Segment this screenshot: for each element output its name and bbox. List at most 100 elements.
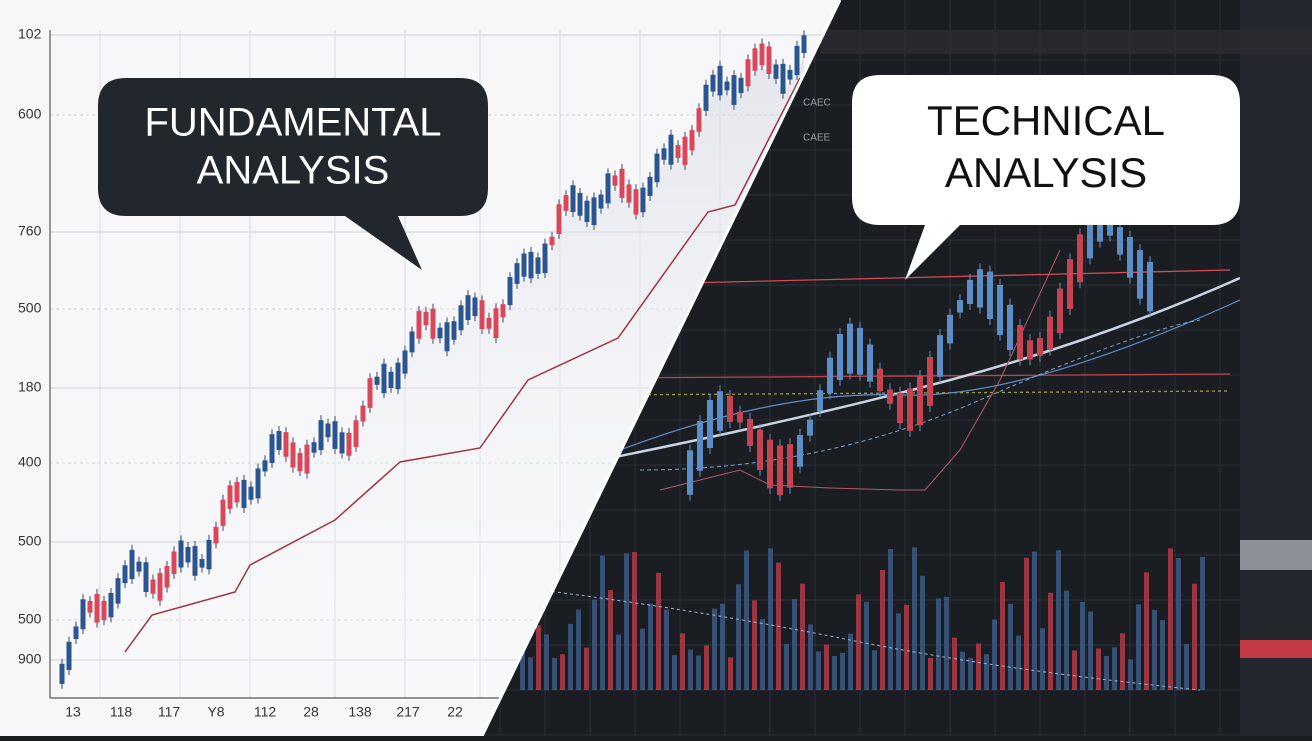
candle <box>1087 219 1093 259</box>
volume-bar <box>1024 557 1029 690</box>
candle <box>957 300 963 313</box>
candle <box>997 284 1003 335</box>
candle <box>766 46 772 74</box>
tag: CAEE <box>803 133 831 144</box>
candle <box>472 297 478 317</box>
volume-bar <box>1136 604 1141 690</box>
left-bubble: FUNDAMENTAL ANALYSIS <box>98 78 488 270</box>
volume-bar <box>1048 592 1053 690</box>
y-label: 400 <box>18 454 42 470</box>
candle <box>290 442 296 468</box>
candle <box>192 546 198 576</box>
candle <box>262 460 268 472</box>
candle <box>143 562 149 593</box>
candle <box>563 195 569 211</box>
candle <box>707 400 713 449</box>
candle <box>297 452 303 472</box>
level-line <box>599 373 1231 379</box>
ma-line <box>639 319 1201 471</box>
volume-bar <box>696 655 701 690</box>
candle <box>164 565 170 588</box>
volume-bar <box>848 633 853 690</box>
bubble-text: ANALYSIS <box>945 149 1147 196</box>
volume-bar <box>560 654 565 690</box>
side-panel <box>1240 0 1312 736</box>
level-line <box>599 269 1231 286</box>
candle <box>255 468 261 499</box>
candle <box>927 357 933 406</box>
volume-bar <box>920 575 925 690</box>
candle <box>737 411 743 423</box>
volume-bar <box>528 657 533 690</box>
x-label: 112 <box>254 704 277 720</box>
candle <box>977 269 983 308</box>
candle <box>897 392 903 423</box>
candle <box>87 600 93 613</box>
candle <box>402 350 408 374</box>
volume-bar <box>552 657 557 690</box>
volume-bar <box>824 644 829 690</box>
volume-bar <box>1080 601 1085 690</box>
volume-line <box>539 589 1201 691</box>
candle <box>493 308 499 339</box>
candle <box>807 419 813 436</box>
volume-bar <box>624 553 629 690</box>
volume-bar <box>576 609 581 690</box>
candle <box>847 323 853 374</box>
candle <box>682 136 688 165</box>
side-marker-red <box>1240 640 1312 658</box>
volume-bar <box>568 623 573 690</box>
candle <box>837 333 843 381</box>
candle <box>1147 261 1153 312</box>
candle <box>947 314 953 344</box>
right-bubble: TECHNICAL ANALYSIS <box>852 75 1240 280</box>
candle <box>647 176 653 196</box>
candle <box>283 432 289 457</box>
y-label: 900 <box>18 651 42 667</box>
volume-bar <box>792 598 797 690</box>
candle <box>917 375 923 426</box>
y-label: 760 <box>18 223 42 239</box>
candle <box>59 663 65 684</box>
y-label: 500 <box>18 300 42 316</box>
bubble-text: FUNDAMENTAL <box>144 101 441 145</box>
candle <box>877 368 883 392</box>
candle <box>311 442 317 453</box>
volume-bar <box>928 657 933 690</box>
candle <box>619 168 625 198</box>
bubble-text: ANALYSIS <box>197 149 390 193</box>
candle <box>479 300 485 330</box>
volume-bar <box>1128 659 1133 690</box>
candle <box>115 578 121 604</box>
candle <box>731 75 737 105</box>
candle <box>318 420 324 451</box>
volume-bar <box>1000 582 1005 690</box>
header-bar <box>820 30 1312 54</box>
candle <box>626 184 632 203</box>
axis-labels: 102 600 760 500 180 400 500 500 900 13 118 117 Y8 112… <box>18 26 463 720</box>
x-label: 13 <box>65 704 81 720</box>
volume-bar <box>968 657 973 690</box>
candle <box>73 626 79 639</box>
volume-bar <box>1096 648 1101 690</box>
volume-bar <box>664 609 669 690</box>
volume-bar <box>936 598 941 690</box>
candle <box>654 153 660 183</box>
volume-bar <box>864 601 869 690</box>
candle <box>1117 227 1123 255</box>
volume-bar <box>872 650 877 690</box>
candle <box>867 344 873 382</box>
candle <box>367 378 373 408</box>
candle <box>521 253 527 277</box>
candle <box>857 327 863 375</box>
candle <box>675 145 681 158</box>
candle <box>437 327 443 339</box>
candle <box>150 579 156 594</box>
candle <box>937 335 943 377</box>
volume-bar <box>880 569 885 690</box>
y-label: 180 <box>18 379 42 395</box>
volume-bar <box>1144 572 1149 690</box>
candle <box>1007 304 1013 351</box>
candle <box>987 271 993 320</box>
